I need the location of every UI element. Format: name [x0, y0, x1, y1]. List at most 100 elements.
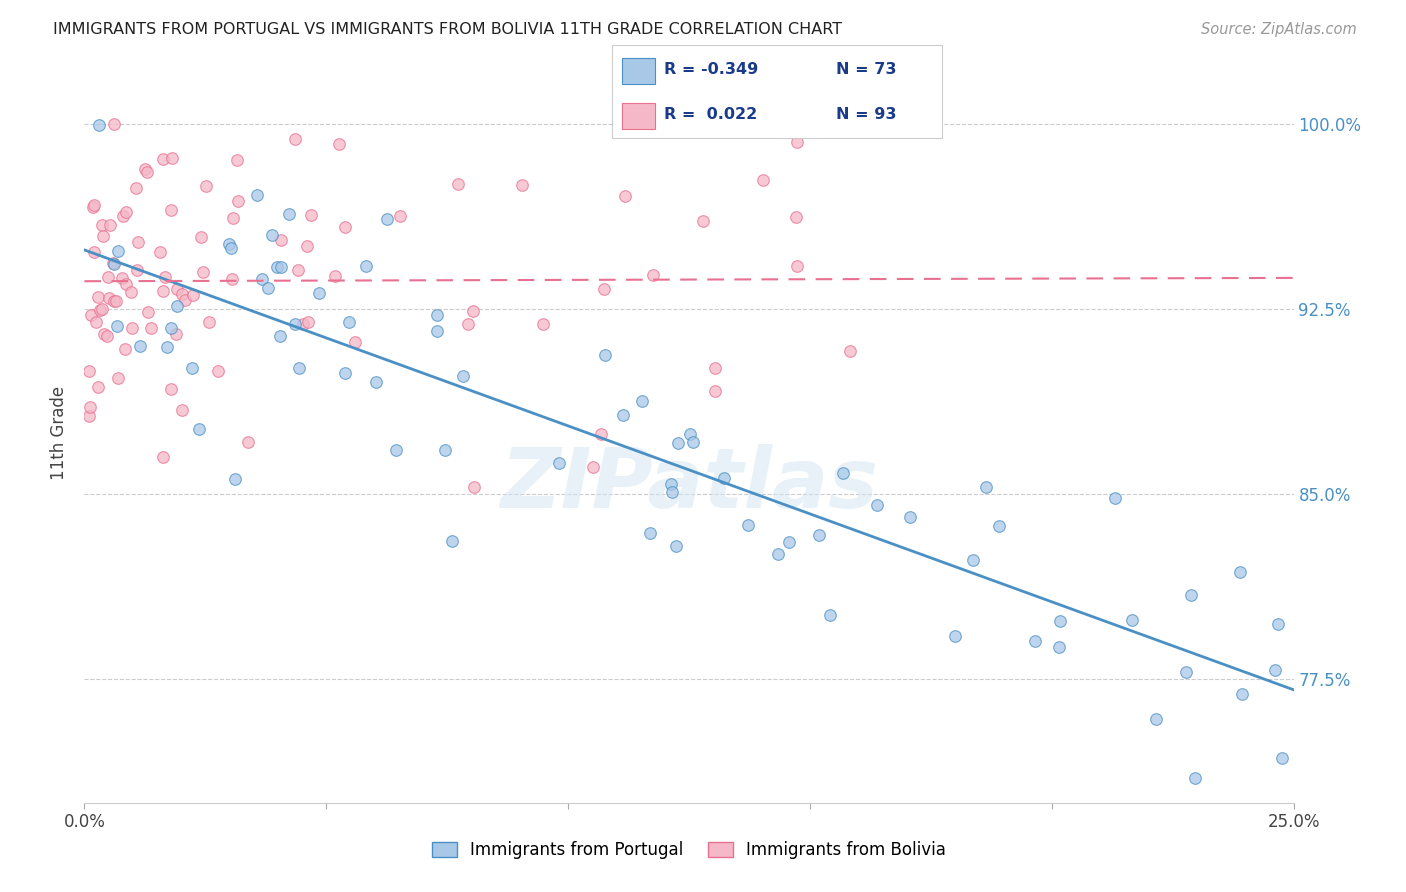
- Point: [260, 227, 283, 242]
- Point: [641, 268, 664, 282]
- Point: [188, 422, 211, 436]
- Point: [1144, 712, 1167, 726]
- Point: [1049, 614, 1071, 628]
- Point: [82, 200, 104, 214]
- Point: [87, 290, 110, 304]
- Point: [236, 435, 259, 450]
- Point: [93, 327, 115, 342]
- Point: [80, 308, 103, 322]
- Point: [226, 194, 249, 208]
- Point: [138, 305, 160, 319]
- Point: [90, 218, 112, 232]
- Point: [134, 162, 156, 177]
- Point: [337, 315, 360, 329]
- Text: IMMIGRANTS FROM PORTUGAL VS IMMIGRANTS FROM BOLIVIA 11TH GRADE CORRELATION CHART: IMMIGRANTS FROM PORTUGAL VS IMMIGRANTS F…: [53, 22, 842, 37]
- Point: [91, 228, 114, 243]
- Point: [531, 318, 554, 332]
- Point: [257, 281, 280, 295]
- Point: [121, 321, 143, 335]
- Point: [591, 426, 613, 441]
- Point: [180, 360, 202, 375]
- Point: [159, 320, 181, 334]
- Point: [778, 534, 800, 549]
- Point: [786, 259, 808, 273]
- Point: [1104, 491, 1126, 505]
- Point: [1024, 634, 1046, 648]
- Point: [295, 239, 318, 253]
- Point: [333, 220, 356, 235]
- Point: [344, 334, 367, 349]
- Point: [287, 262, 309, 277]
- Point: [640, 526, 662, 541]
- Point: [1229, 565, 1251, 579]
- Point: [945, 629, 967, 643]
- Point: [612, 408, 634, 422]
- Point: [77, 364, 100, 378]
- Point: [962, 553, 984, 567]
- Text: N = 73: N = 73: [837, 62, 897, 78]
- Text: N = 93: N = 93: [837, 107, 897, 122]
- Point: [89, 303, 111, 318]
- Point: [107, 244, 129, 259]
- Point: [166, 282, 188, 296]
- Text: R = -0.349: R = -0.349: [665, 62, 759, 78]
- Point: [91, 301, 114, 316]
- Point: [149, 245, 172, 260]
- Point: [278, 207, 301, 221]
- Point: [115, 205, 138, 219]
- Point: [451, 368, 474, 383]
- Point: [194, 179, 217, 194]
- Point: [221, 272, 243, 286]
- Text: R =  0.022: R = 0.022: [665, 107, 758, 122]
- Point: [114, 343, 136, 357]
- Point: [246, 188, 269, 202]
- Point: [103, 293, 125, 308]
- Point: [152, 450, 174, 464]
- Y-axis label: 11th Grade: 11th Grade: [51, 385, 69, 480]
- Legend: Immigrants from Portugal, Immigrants from Bolivia: Immigrants from Portugal, Immigrants fro…: [425, 834, 953, 866]
- Point: [974, 479, 997, 493]
- Point: [1121, 613, 1143, 627]
- Point: [79, 400, 101, 414]
- Point: [166, 299, 188, 313]
- Point: [510, 178, 533, 192]
- Point: [162, 151, 184, 165]
- Point: [666, 436, 689, 450]
- Point: [751, 173, 773, 187]
- Point: [181, 288, 204, 302]
- Point: [190, 229, 212, 244]
- Point: [838, 343, 860, 358]
- Point: [193, 265, 215, 279]
- Point: [682, 434, 704, 449]
- Point: [737, 518, 759, 533]
- Point: [221, 241, 243, 255]
- Point: [988, 518, 1011, 533]
- Point: [614, 188, 637, 202]
- Point: [385, 443, 408, 458]
- Point: [97, 269, 120, 284]
- Point: [87, 118, 110, 132]
- Point: [818, 607, 841, 622]
- Point: [328, 136, 350, 151]
- Point: [174, 293, 197, 307]
- Point: [426, 308, 449, 322]
- Point: [77, 409, 100, 423]
- Point: [593, 348, 616, 362]
- Point: [226, 153, 249, 168]
- Point: [87, 380, 110, 394]
- Point: [457, 318, 479, 332]
- Point: [105, 294, 128, 309]
- Point: [299, 208, 322, 222]
- Point: [1175, 665, 1198, 679]
- Point: [808, 527, 831, 541]
- Point: [426, 324, 449, 338]
- Point: [124, 181, 146, 195]
- Point: [1230, 687, 1253, 701]
- Point: [127, 235, 149, 250]
- Point: [156, 340, 179, 354]
- Point: [165, 326, 187, 341]
- Point: [114, 277, 136, 292]
- Point: [224, 472, 246, 486]
- Point: [659, 476, 682, 491]
- Point: [107, 370, 129, 384]
